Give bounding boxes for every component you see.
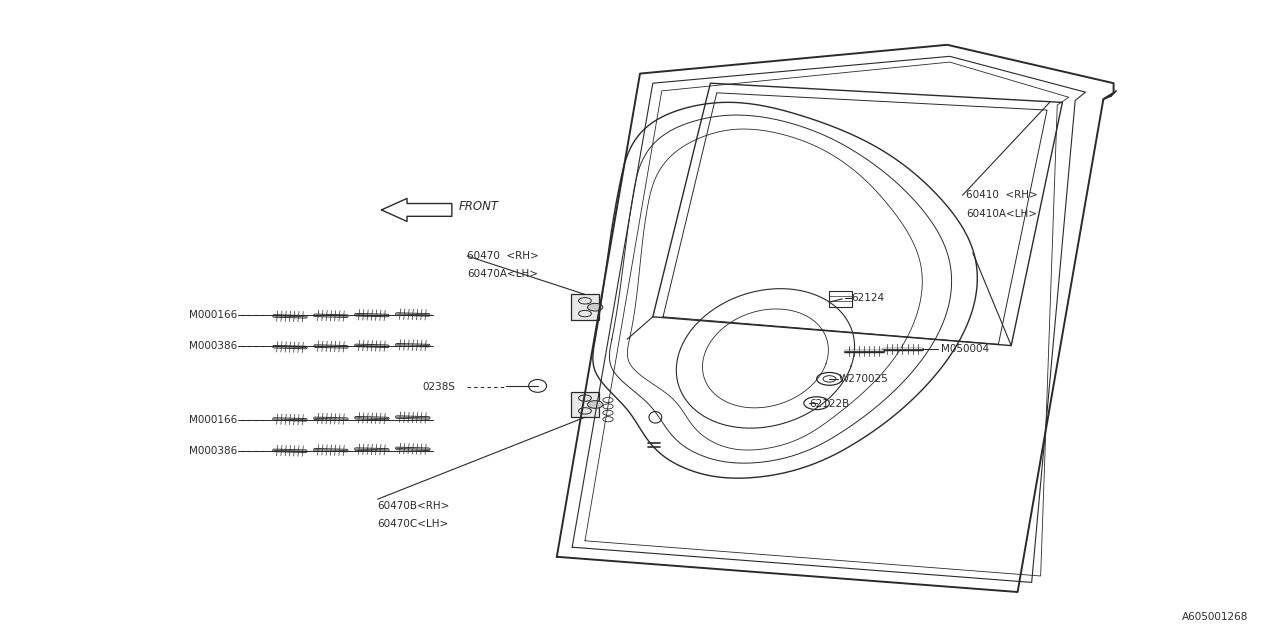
- Text: M050004: M050004: [941, 344, 989, 354]
- Text: 60410  <RH>: 60410 <RH>: [966, 190, 1038, 200]
- Circle shape: [588, 401, 603, 408]
- Text: A605001268: A605001268: [1181, 612, 1248, 622]
- FancyBboxPatch shape: [571, 294, 599, 320]
- Text: 62124: 62124: [851, 292, 884, 303]
- Text: M000386: M000386: [189, 340, 238, 351]
- Text: 60470  <RH>: 60470 <RH>: [467, 251, 539, 261]
- Circle shape: [588, 303, 603, 311]
- FancyBboxPatch shape: [571, 392, 599, 417]
- Text: 60470C<LH>: 60470C<LH>: [378, 518, 449, 529]
- Text: 0238S: 0238S: [422, 382, 456, 392]
- Text: FRONT: FRONT: [458, 200, 498, 213]
- Text: 62122B: 62122B: [809, 399, 849, 410]
- Text: W270025: W270025: [838, 374, 888, 384]
- Text: M000166: M000166: [189, 310, 238, 320]
- Text: 60470A<LH>: 60470A<LH>: [467, 269, 538, 279]
- Text: 60410A<LH>: 60410A<LH>: [966, 209, 1037, 220]
- Text: M000386: M000386: [189, 446, 238, 456]
- Text: M000166: M000166: [189, 415, 238, 426]
- Text: 60470B<RH>: 60470B<RH>: [378, 500, 451, 511]
